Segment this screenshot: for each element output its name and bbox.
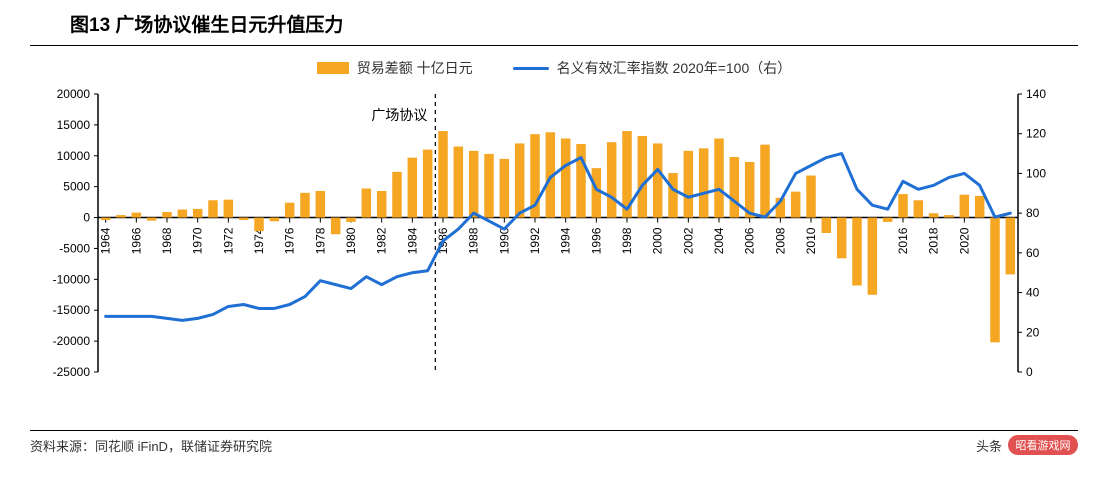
svg-text:1976: 1976 xyxy=(283,227,297,254)
svg-text:-10000: -10000 xyxy=(53,272,91,286)
svg-text:1992: 1992 xyxy=(528,227,542,254)
svg-text:20: 20 xyxy=(1026,325,1040,339)
chart-area: -25000 -20000 -15000 -10000 -5000 0 5000 10000 1… xyxy=(40,84,1068,424)
legend-swatch-line xyxy=(513,67,549,70)
svg-text:-15000: -15000 xyxy=(53,303,91,317)
svg-text:1966: 1966 xyxy=(129,227,143,254)
legend: 贸易差额 十亿日元 名义有效汇率指数 2020年=100（右） xyxy=(0,46,1108,84)
svg-text:2010: 2010 xyxy=(804,227,818,254)
watermark-left: 头条 xyxy=(976,436,1002,455)
svg-text:广场协议: 广场协议 xyxy=(371,107,427,123)
svg-text:40: 40 xyxy=(1026,286,1040,300)
svg-text:-5000: -5000 xyxy=(59,241,90,255)
svg-text:100: 100 xyxy=(1026,166,1046,180)
watermark: 头条 昭看游戏网 xyxy=(976,435,1078,455)
svg-text:10000: 10000 xyxy=(57,149,91,163)
svg-text:2000: 2000 xyxy=(651,227,665,254)
watermark-badge: 昭看游戏网 xyxy=(1008,435,1078,455)
svg-text:-25000: -25000 xyxy=(53,365,91,379)
chart-title-bar: 图13 广场协议催生日元升值压力 xyxy=(30,0,1078,46)
svg-text:120: 120 xyxy=(1026,127,1046,141)
svg-text:1996: 1996 xyxy=(589,227,603,254)
svg-text:2004: 2004 xyxy=(712,227,726,254)
svg-text:2020: 2020 xyxy=(957,227,971,254)
svg-text:1994: 1994 xyxy=(559,227,573,254)
legend-label-line: 名义有效汇率指数 2020年=100（右） xyxy=(557,58,792,78)
svg-text:2018: 2018 xyxy=(927,227,941,254)
svg-text:5000: 5000 xyxy=(63,180,90,194)
svg-text:1974: 1974 xyxy=(252,227,266,254)
svg-text:-20000: -20000 xyxy=(53,334,91,348)
svg-text:1968: 1968 xyxy=(160,227,174,254)
legend-label-bar: 贸易差额 十亿日元 xyxy=(357,58,473,78)
svg-text:2008: 2008 xyxy=(773,227,787,254)
legend-item-bar: 贸易差额 十亿日元 xyxy=(317,58,473,78)
svg-text:1984: 1984 xyxy=(405,227,419,254)
svg-text:1990: 1990 xyxy=(497,227,511,254)
svg-text:1988: 1988 xyxy=(467,227,481,254)
svg-text:1970: 1970 xyxy=(191,227,205,254)
svg-text:2002: 2002 xyxy=(681,227,695,254)
svg-text:60: 60 xyxy=(1026,246,1040,260)
svg-text:2006: 2006 xyxy=(743,227,757,254)
svg-text:1998: 1998 xyxy=(620,227,634,254)
svg-text:1978: 1978 xyxy=(313,227,327,254)
svg-text:1980: 1980 xyxy=(344,227,358,254)
chart-title: 图13 广场协议催生日元升值压力 xyxy=(70,10,1038,37)
svg-text:80: 80 xyxy=(1026,206,1040,220)
svg-text:0: 0 xyxy=(83,211,90,225)
svg-text:1964: 1964 xyxy=(99,227,113,254)
svg-text:140: 140 xyxy=(1026,87,1046,101)
chart-svg: -25000 -20000 -15000 -10000 -5000 0 5000 10000 1… xyxy=(40,84,1068,424)
source-label: 资料来源：同花顺 iFinD，联储证券研究院 xyxy=(30,436,272,455)
legend-item-line: 名义有效汇率指数 2020年=100（右） xyxy=(513,58,792,78)
svg-text:15000: 15000 xyxy=(57,118,91,132)
svg-text:20000: 20000 xyxy=(57,87,91,101)
source-row: 资料来源：同花顺 iFinD，联储证券研究院 头条 昭看游戏网 xyxy=(30,430,1078,455)
svg-text:1982: 1982 xyxy=(375,227,389,254)
svg-text:2016: 2016 xyxy=(896,227,910,254)
svg-text:0: 0 xyxy=(1026,365,1033,379)
svg-text:1972: 1972 xyxy=(221,227,235,254)
legend-swatch-bar xyxy=(317,62,349,74)
